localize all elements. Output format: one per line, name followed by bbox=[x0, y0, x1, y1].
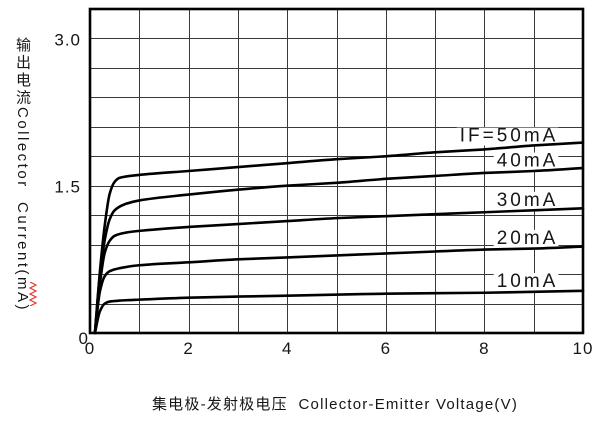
series-label-20ma: 20mA bbox=[497, 228, 559, 249]
series-label-if-50ma: IF=50mA bbox=[460, 126, 559, 147]
y-tick-label: 3.0 bbox=[54, 30, 81, 49]
y-tick-label: 1.5 bbox=[54, 178, 81, 197]
series-label-background bbox=[493, 152, 559, 171]
x-tick-label: 6 bbox=[381, 339, 391, 358]
x-tick-label: 8 bbox=[479, 339, 489, 358]
series-label-40ma: 40mA bbox=[497, 151, 559, 172]
x-tick-label: 10 bbox=[573, 339, 594, 358]
series-labels: IF=50mA 40mA 30mA 20mA 10mA bbox=[460, 126, 559, 292]
series-label-30ma: 30mA bbox=[497, 190, 559, 211]
x-axis-label: 集电极-发射极电压 Collector-Emitter Voltage(V) bbox=[151, 396, 519, 413]
series-lines bbox=[93, 141, 585, 335]
series-line-20ma bbox=[93, 245, 585, 335]
series-line-30ma bbox=[93, 207, 585, 335]
y-tick-label: 0 bbox=[79, 329, 89, 348]
spellcheck-underline-squiggle bbox=[28, 282, 38, 306]
series-label-10ma: 10mA bbox=[497, 271, 559, 292]
x-tick-label: 2 bbox=[183, 339, 193, 358]
x-tick-label: 0 bbox=[85, 339, 95, 358]
axis-tick-labels: 0 2 4 6 8 10 0 1.5 3.0 bbox=[54, 30, 594, 358]
series-line-if-50ma bbox=[93, 141, 585, 335]
plot-frame bbox=[88, 7, 585, 335]
series-line-40ma bbox=[93, 166, 585, 335]
series-label-background bbox=[456, 127, 559, 146]
series-line-10ma bbox=[93, 289, 585, 335]
series-label-background bbox=[493, 273, 559, 292]
x-tick-label: 4 bbox=[282, 339, 292, 358]
grid bbox=[90, 9, 583, 333]
series-label-background bbox=[493, 229, 559, 248]
y-axis-label: 输出电流Collector Current(mA) bbox=[14, 37, 31, 313]
plot-frame-group bbox=[88, 7, 585, 335]
series-label-background bbox=[493, 191, 559, 210]
series-label-backgrounds bbox=[456, 127, 559, 292]
